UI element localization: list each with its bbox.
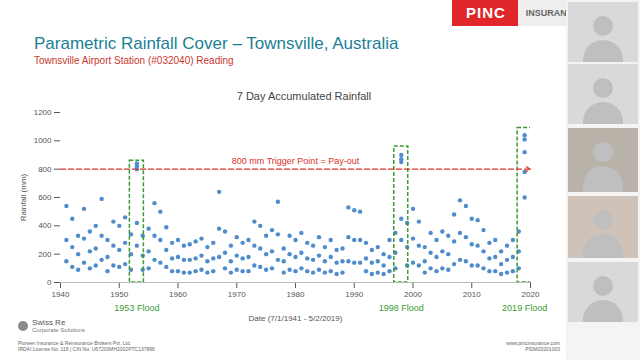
svg-text:1960: 1960 bbox=[169, 290, 187, 299]
html-text:PIDM20201003: PIDM20201003 bbox=[525, 346, 560, 352]
svg-text:1998 Flood: 1998 Flood bbox=[379, 303, 424, 313]
svg-text:1953 Flood: 1953 Flood bbox=[114, 303, 159, 313]
html-text:Corporate Solutions: Corporate Solutions bbox=[32, 327, 85, 333]
svg-text:1950: 1950 bbox=[110, 290, 128, 299]
svg-text:2000: 2000 bbox=[404, 290, 422, 299]
svg-text:1980: 1980 bbox=[287, 290, 305, 299]
svg-text:800 mm Trigger Point = Pay-out: 800 mm Trigger Point = Pay-out bbox=[232, 156, 360, 166]
svg-text:2019 Flood: 2019 Flood bbox=[502, 303, 547, 313]
svg-text:400: 400 bbox=[38, 221, 52, 230]
html-text:PINC: PINC bbox=[466, 4, 506, 21]
svg-text:0: 0 bbox=[47, 278, 52, 287]
html-text:www.pincinsurance.com: www.pincinsurance.com bbox=[506, 340, 560, 346]
svg-text:1200: 1200 bbox=[34, 108, 52, 117]
html-text:IRDAI License No. 118 | CIN No: IRDAI License No. 118 | CIN No: U67200MH… bbox=[18, 346, 155, 352]
svg-text:800: 800 bbox=[38, 165, 52, 174]
svg-text:Rainfall (mm): Rainfall (mm) bbox=[19, 173, 28, 221]
svg-text:1990: 1990 bbox=[345, 290, 363, 299]
html-text:Swiss Re: Swiss Re bbox=[32, 318, 66, 327]
html-text:Pioneer Insurance & Reinsuranc: Pioneer Insurance & Reinsurance Brokers … bbox=[18, 340, 132, 346]
svg-text:600: 600 bbox=[38, 193, 52, 202]
html-text:INSURANCE: INSURANCE bbox=[525, 8, 580, 18]
svg-text:1970: 1970 bbox=[228, 290, 246, 299]
html-text:Townsville Airport Station (#0: Townsville Airport Station (#032040) Rea… bbox=[34, 55, 234, 66]
html-text:Parametric Rainfall Cover – To: Parametric Rainfall Cover – Townsville, … bbox=[34, 34, 399, 53]
svg-text:Date (7/1/1941 - 5/2/2019): Date (7/1/1941 - 5/2/2019) bbox=[249, 314, 343, 323]
svg-text:1940: 1940 bbox=[52, 290, 70, 299]
svg-text:1000: 1000 bbox=[34, 136, 52, 145]
svg-text:200: 200 bbox=[38, 250, 52, 259]
svg-text:2020: 2020 bbox=[522, 290, 540, 299]
svg-text:2010: 2010 bbox=[463, 290, 481, 299]
html-text:7 Day Accumulated Rainfall: 7 Day Accumulated Rainfall bbox=[236, 90, 372, 102]
